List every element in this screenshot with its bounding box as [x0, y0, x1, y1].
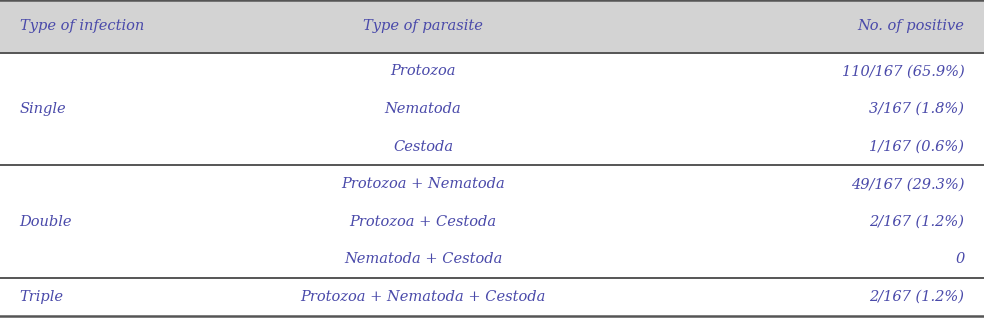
Text: 1/167 (0.6%): 1/167 (0.6%) [869, 139, 964, 154]
Text: Double: Double [20, 215, 72, 229]
Text: Cestoda: Cestoda [393, 139, 454, 154]
Text: 3/167 (1.8%): 3/167 (1.8%) [869, 102, 964, 116]
Text: 2/167 (1.2%): 2/167 (1.2%) [869, 215, 964, 229]
Text: 0: 0 [955, 252, 964, 266]
Text: Protozoa + Nematoda: Protozoa + Nematoda [341, 177, 505, 191]
FancyBboxPatch shape [0, 0, 984, 53]
Text: Nematoda: Nematoda [385, 102, 461, 116]
Text: No. of positive: No. of positive [857, 19, 964, 33]
Text: Protozoa: Protozoa [391, 64, 456, 78]
Text: 2/167 (1.2%): 2/167 (1.2%) [869, 290, 964, 304]
Text: 110/167 (65.9%): 110/167 (65.9%) [841, 64, 964, 78]
Text: Type of parasite: Type of parasite [363, 19, 483, 33]
Text: Nematoda + Cestoda: Nematoda + Cestoda [344, 252, 502, 266]
Text: Protozoa + Cestoda: Protozoa + Cestoda [349, 215, 497, 229]
Text: 49/167 (29.3%): 49/167 (29.3%) [851, 177, 964, 191]
Text: Triple: Triple [20, 290, 64, 304]
Text: Protozoa + Nematoda + Cestoda: Protozoa + Nematoda + Cestoda [300, 290, 546, 304]
Text: Type of infection: Type of infection [20, 19, 144, 33]
Text: Single: Single [20, 102, 66, 116]
